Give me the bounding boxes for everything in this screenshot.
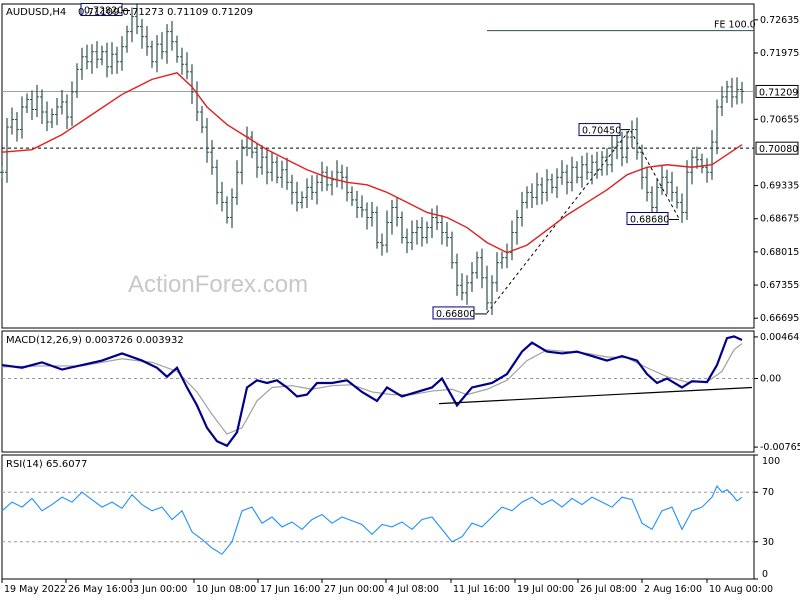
rsi-tick-label: 100 <box>762 456 780 467</box>
price-tick-label: 0.68015 <box>760 247 799 258</box>
macd-line <box>1 335 743 448</box>
annotation-label: 0.70450 <box>582 126 621 137</box>
price-tick-label: 0.68675 <box>760 214 799 225</box>
level-price-label: 0.70080 <box>759 144 798 155</box>
price-tick-label: 0.72635 <box>760 15 799 26</box>
watermark: ActionForex.com <box>128 271 308 298</box>
x-tick-label: 2 Aug 16:00 <box>644 584 702 595</box>
price-tick-label: 0.69335 <box>760 181 799 192</box>
rsi-tick-label: 30 <box>762 537 774 548</box>
annotation-label: 0.66800 <box>436 309 475 320</box>
rsi-layer <box>1 484 754 555</box>
price-tick-label: 0.70655 <box>760 114 799 125</box>
macd-signal-line <box>1 343 743 435</box>
x-tick-label: 11 Jul 16:00 <box>453 584 510 595</box>
fe-label: FE 100.0 <box>714 20 756 31</box>
rsi-line <box>1 484 743 555</box>
price-title: AUDUSD,H4 <box>6 7 66 18</box>
x-tick-label: 10 Aug 00:00 <box>709 584 773 595</box>
rsi-tick-label: 0 <box>762 569 768 580</box>
price-layer: 0.72820 0.70450 0.68680 0.66800 FE 100.0 <box>0 3 756 320</box>
annotation-box <box>432 306 475 320</box>
price-tick-label: 0.67355 <box>760 280 799 291</box>
price-ohlc: 0.71109 0.71273 0.71109 0.71209 <box>78 7 253 18</box>
moving-average-line <box>1 72 743 254</box>
x-tick-label: 26 Jul 08:00 <box>580 584 637 595</box>
rsi-tick-label: 70 <box>762 487 774 498</box>
last-price-label: 0.71209 <box>759 87 798 98</box>
rsi-title: RSI(14) 65.6077 <box>6 459 87 470</box>
macd-pane <box>1 330 755 453</box>
annotation-label: 0.72820 <box>84 6 123 17</box>
axis-layer: 0.72635 0.71975 0.70655 0.69335 0.68675 0.680… <box>1 15 800 595</box>
macd-layer <box>1 335 754 448</box>
annotation-label: 0.68680 <box>630 214 669 225</box>
rsi-pane <box>1 454 755 580</box>
macd-tick-label: 0.00 <box>760 374 781 385</box>
annotation-box <box>626 211 669 225</box>
price-tick-label: 0.66695 <box>760 313 799 324</box>
price-pane <box>1 3 755 329</box>
x-tick-label: 26 May 16:00 <box>68 584 133 595</box>
x-tick-label: 17 Jun 16:00 <box>260 584 320 595</box>
last-price-tag <box>755 84 799 98</box>
level-price-tag <box>755 141 799 155</box>
x-tick-label: 4 Jul 08:00 <box>388 584 439 595</box>
price-tick-label: 0.71975 <box>760 48 799 59</box>
x-tick-label: 10 Jun 08:00 <box>196 584 256 595</box>
macd-tick-label: -0.007653 <box>760 442 800 453</box>
x-tick-label: 19 May 2022 <box>4 584 66 595</box>
macd-title: MACD(12,26,9) 0.003726 0.003932 <box>6 335 184 346</box>
macd-trendline <box>438 386 753 405</box>
x-tick-label: 19 Jul 00:00 <box>517 584 574 595</box>
annotation-box <box>80 3 123 17</box>
x-tick-label: 3 Jun 00:00 <box>133 584 187 595</box>
macd-tick-label: 0.004643 <box>760 332 800 343</box>
x-tick-label: 27 Jun 00:00 <box>324 584 384 595</box>
fib-projection-line <box>486 128 680 314</box>
annotation-box <box>578 123 621 137</box>
